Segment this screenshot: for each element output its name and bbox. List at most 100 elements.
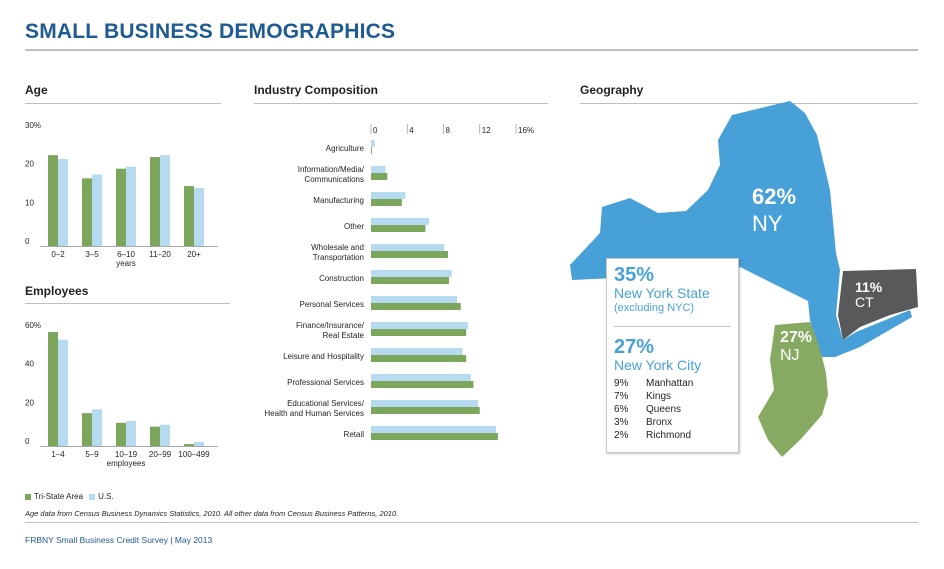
page-title: SMALL BUSINESS DEMOGRAPHICS [25, 20, 396, 43]
nyc-percent: 27% [614, 336, 655, 358]
industry-bar-tri-state [371, 225, 426, 232]
industry-bar-us [371, 322, 468, 329]
borough-row: 2% Richmond [614, 429, 701, 442]
employees-bar-chart: 60% 40 20 0 1–4 5–9 10–19 20–99 100–499 employees [25, 321, 218, 468]
age-x-tick: 6–10 [117, 250, 135, 259]
borough-name: Bronx [646, 417, 673, 428]
borough-percent: 9% [614, 378, 629, 389]
industry-bar-tri-state [371, 277, 449, 284]
industry-category-label: Finance/Insurance/ [296, 321, 365, 330]
age-bar-tri-state [116, 168, 126, 246]
ct-percent: 11% [855, 279, 883, 295]
age-bar-us [160, 155, 170, 246]
industry-bar-tri-state [371, 381, 474, 388]
new-jersey-shape [758, 322, 828, 457]
borough-name: Kings [646, 391, 672, 402]
age-bar-us [126, 166, 136, 246]
age-x-tick: 0–2 [51, 250, 65, 259]
age-y-tick: 0 [25, 237, 30, 246]
borough-percent: 2% [614, 430, 629, 441]
footer-divider [25, 522, 918, 523]
industry-category-label: Personal Services [300, 300, 364, 309]
industry-bar-us [371, 192, 406, 199]
age-bar-tri-state [82, 178, 92, 246]
employees-x-tick: 5–9 [85, 450, 99, 459]
borough-list: 9% Manhattan 7% Kings 6% Queens 3% Bronx 2% Richm… [614, 377, 701, 442]
industry-bar-tri-state [371, 407, 480, 414]
age-divider [25, 103, 221, 104]
employees-bar-tri-state [116, 422, 126, 446]
employees-y-tick: 40 [25, 360, 34, 369]
age-x-tick: 11–20 [149, 250, 171, 259]
employees-x-tick: 1–4 [51, 450, 65, 459]
source-note: Age data from Census Business Dynamics S… [25, 509, 399, 518]
borough-name: Richmond [646, 430, 692, 441]
industry-bar-tri-state [371, 173, 388, 180]
employees-y-tick: 60% [25, 321, 41, 330]
industry-bar-us [371, 140, 375, 147]
industry-x-tick: 4 [409, 126, 414, 135]
industry-bar-tri-state [371, 199, 402, 206]
employees-bar-tri-state [150, 426, 160, 446]
age-bar-chart: 30% 20 10 0 0–2 3–5 6–10 11–20 20+ years [25, 121, 218, 268]
age-bar-us [92, 174, 102, 246]
age-bar-us [194, 188, 204, 246]
industry-chart-title: Industry Composition [254, 83, 378, 97]
industry-bar-tri-state [371, 329, 467, 336]
employees-bar-us [58, 339, 68, 446]
employees-bar-us [160, 424, 170, 446]
ct-label: CT [855, 294, 874, 310]
industry-bar-chart: 0 4 8 12 16% Agriculture Information/Media/Com… [264, 124, 534, 440]
employees-bar-us [92, 409, 102, 446]
industry-category-label: Information/Media/ [298, 165, 365, 174]
employees-bar-tri-state [184, 444, 194, 446]
footer: FRBNY Small Business Credit Survey | May… [25, 535, 213, 545]
title-divider [25, 49, 918, 51]
callout-divider [614, 326, 731, 327]
industry-category-label: Wholesale and [311, 243, 364, 252]
industry-bar-tri-state [371, 355, 467, 362]
employees-y-tick: 0 [25, 437, 30, 446]
age-bar-tri-state [48, 155, 58, 246]
legend: Tri-State Area U.S. [25, 492, 114, 501]
age-y-tick: 20 [25, 160, 34, 169]
new-york-state-shape [570, 101, 912, 357]
connecticut-shape [838, 269, 918, 340]
new-york-callout-box: 35% New York State (excluding NYC) 27% N… [606, 258, 739, 453]
age-bar-us [58, 159, 68, 246]
industry-bar-tri-state [371, 433, 498, 440]
age-y-tick: 30% [25, 121, 41, 130]
nj-label: NJ [780, 347, 800, 364]
nyc-label: New York City [614, 357, 702, 373]
industry-bar-us [371, 426, 497, 433]
industry-category-label: Professional Services [287, 378, 364, 387]
age-x-tick: 3–5 [85, 250, 99, 259]
industry-bar-us [371, 296, 458, 303]
borough-row: 6% Queens [614, 403, 701, 416]
industry-category-label: Agriculture [326, 144, 365, 153]
employees-bar-us [126, 420, 136, 446]
age-bar-tri-state [184, 186, 194, 246]
industry-bar-us [371, 166, 386, 173]
geography-divider [580, 103, 918, 104]
age-bar-tri-state [150, 157, 160, 246]
age-x-label: years [116, 259, 136, 268]
employees-bar-tri-state [82, 413, 92, 446]
industry-bar-us [371, 400, 478, 407]
industry-category-label: Leisure and Hospitality [283, 352, 364, 361]
industry-category-label: Construction [319, 274, 364, 283]
industry-bar-tri-state [371, 147, 372, 154]
borough-percent: 3% [614, 417, 629, 428]
legend-label-tri-state: Tri-State Area [34, 492, 84, 501]
employees-chart-title: Employees [25, 284, 89, 298]
industry-bar-us [371, 348, 463, 355]
industry-x-tick: 8 [446, 126, 451, 135]
borough-percent: 7% [614, 391, 629, 402]
borough-percent: 6% [614, 404, 629, 415]
employees-x-tick: 100–499 [178, 450, 210, 459]
employees-divider [25, 303, 230, 304]
nys-percent: 35% [614, 264, 655, 286]
age-y-tick: 10 [25, 198, 34, 207]
nj-percent: 27% [780, 329, 813, 346]
employees-x-label: employees [107, 459, 146, 468]
